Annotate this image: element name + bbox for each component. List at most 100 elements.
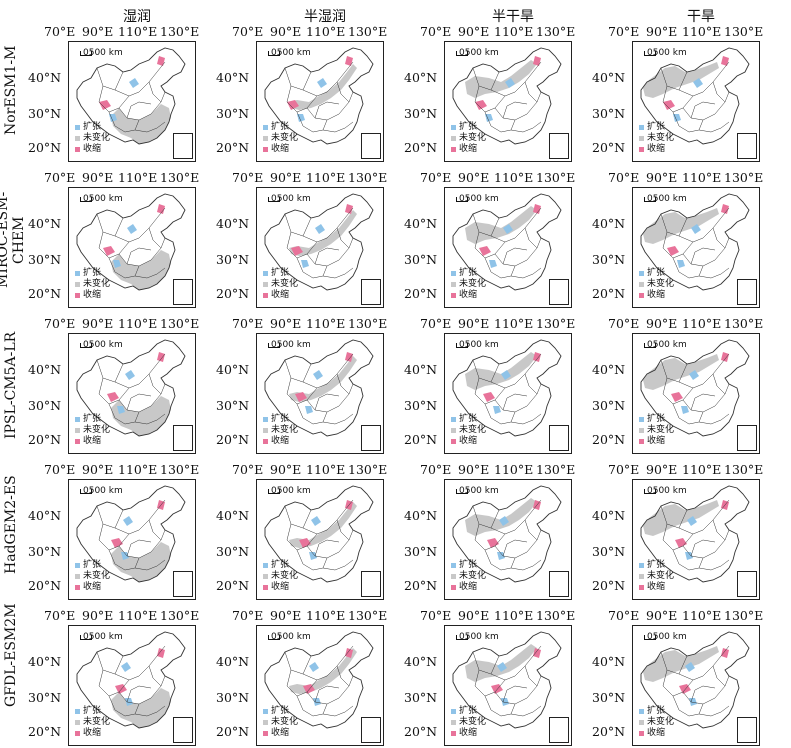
unchanged-region [465, 498, 537, 536]
legend-item: 未变化 [75, 279, 110, 290]
longitude-tick-label: 90°E [270, 170, 302, 185]
expansion-region [109, 114, 117, 122]
province-boundary [284, 651, 312, 675]
legend-swatch [263, 293, 268, 298]
expansion-region [497, 662, 507, 672]
longitude-tick-label: 130°E [724, 462, 764, 477]
legend-item: 收缩 [451, 144, 486, 155]
province-boundary [672, 257, 704, 279]
province-boundary [134, 705, 166, 717]
south-china-sea-inset [361, 425, 381, 451]
province-boundary [126, 101, 152, 119]
legend-label: 未变化 [459, 717, 487, 727]
expansion-region [691, 224, 701, 234]
scale-label: 0500 km [83, 48, 123, 58]
expansion-region [687, 516, 697, 526]
latitude-tick-label: 20°N [592, 286, 626, 301]
legend-label: 扩张 [647, 122, 666, 132]
province-boundary [494, 91, 542, 121]
province-boundary [472, 67, 500, 91]
longitude-tick-label: 110°E [494, 316, 534, 331]
legend-swatch [639, 585, 644, 590]
china-map [264, 631, 374, 729]
legend-swatch [451, 574, 456, 579]
latitude-tick-label: 40°N [28, 362, 62, 377]
province-boundary [336, 227, 350, 249]
longitude-tick-label: 70°E [232, 170, 264, 185]
province-boundary [126, 685, 152, 703]
province-boundary [678, 61, 730, 97]
map-frame: 0500 km 扩张 未变化 收缩 [256, 41, 384, 162]
province-boundary [302, 207, 354, 243]
longitude-labels: 70°E 90°E 110°E 130°E [608, 24, 768, 40]
legend-label: 收缩 [647, 290, 666, 300]
legend-item: 扩张 [263, 268, 298, 279]
legend-item: 未变化 [451, 133, 486, 144]
legend-swatch [451, 428, 456, 433]
province-boundary [510, 705, 542, 717]
legend: 扩张 未变化 收缩 [263, 414, 298, 447]
latitude-tick-label: 30°N [28, 106, 62, 121]
legend-item: 扩张 [75, 706, 110, 717]
legend-swatch [263, 271, 268, 276]
province-boundary [524, 519, 538, 541]
scale-bar [268, 635, 280, 640]
province-boundary [302, 499, 354, 535]
longitude-tick-label: 90°E [82, 608, 114, 623]
legend-label: 收缩 [647, 144, 666, 154]
legend-label: 扩张 [459, 560, 478, 570]
country-outline [264, 193, 374, 291]
longitude-tick-label: 130°E [348, 462, 388, 477]
legend-item: 未变化 [639, 425, 674, 436]
latitude-tick-label: 40°N [592, 70, 626, 85]
south-china-sea-inset [737, 425, 757, 451]
legend-swatch [639, 574, 644, 579]
legend-swatch [639, 271, 644, 276]
province-boundary [336, 81, 350, 103]
longitude-tick-label: 110°E [682, 462, 722, 477]
province-boundary [114, 61, 166, 97]
latitude-tick-label: 20°N [404, 432, 438, 447]
legend-label: 扩张 [271, 122, 290, 132]
longitude-tick-label: 90°E [458, 24, 490, 39]
longitude-tick-label: 130°E [348, 24, 388, 39]
longitude-tick-label: 110°E [118, 608, 158, 623]
province-boundary [114, 645, 166, 681]
longitude-tick-label: 110°E [682, 316, 722, 331]
map-panel: 70°E 90°E 110°E 130°E 40°N 30°N 20°N 0500 km 扩张未… [202, 170, 388, 310]
longitude-tick-label: 90°E [82, 316, 114, 331]
scale-bar [80, 197, 92, 202]
legend-swatch [639, 125, 644, 130]
legend-swatch [75, 271, 80, 276]
longitude-tick-label: 90°E [458, 462, 490, 477]
legend-item: 收缩 [451, 436, 486, 447]
contraction-region [299, 538, 311, 548]
expansion-region [499, 516, 509, 526]
legend-label: 收缩 [83, 728, 102, 738]
longitude-tick-label: 70°E [420, 24, 452, 39]
legend-swatch [451, 147, 456, 152]
province-boundary [472, 359, 500, 383]
south-china-sea-inset [549, 571, 569, 597]
legend-label: 收缩 [459, 582, 478, 592]
scale-bar [80, 635, 92, 640]
latitude-tick-label: 40°N [592, 508, 626, 523]
expansion-region [297, 114, 305, 122]
latitude-tick-label: 30°N [404, 398, 438, 413]
province-boundary [502, 685, 528, 703]
province-boundary [682, 675, 730, 705]
legend: 扩张 未变化 收缩 [263, 560, 298, 593]
province-boundary [672, 403, 704, 425]
map-panel: 70°E 90°E 110°E 130°E 40°N 30°N 20°N 0500 km 扩张未… [578, 462, 764, 602]
longitude-tick-label: 70°E [608, 170, 640, 185]
expansion-region [313, 698, 321, 706]
map-frame: 0500 km 扩张 未变化 收缩 [444, 41, 572, 162]
province-boundary [296, 403, 328, 425]
latitude-tick-label: 40°N [216, 70, 250, 85]
longitude-tick-label: 130°E [348, 170, 388, 185]
china-map [640, 47, 750, 145]
legend-label: 未变化 [271, 279, 299, 289]
longitude-tick-label: 90°E [270, 24, 302, 39]
column-header-semiarid: 半干旱 [492, 9, 534, 25]
longitude-tick-label: 90°E [270, 608, 302, 623]
